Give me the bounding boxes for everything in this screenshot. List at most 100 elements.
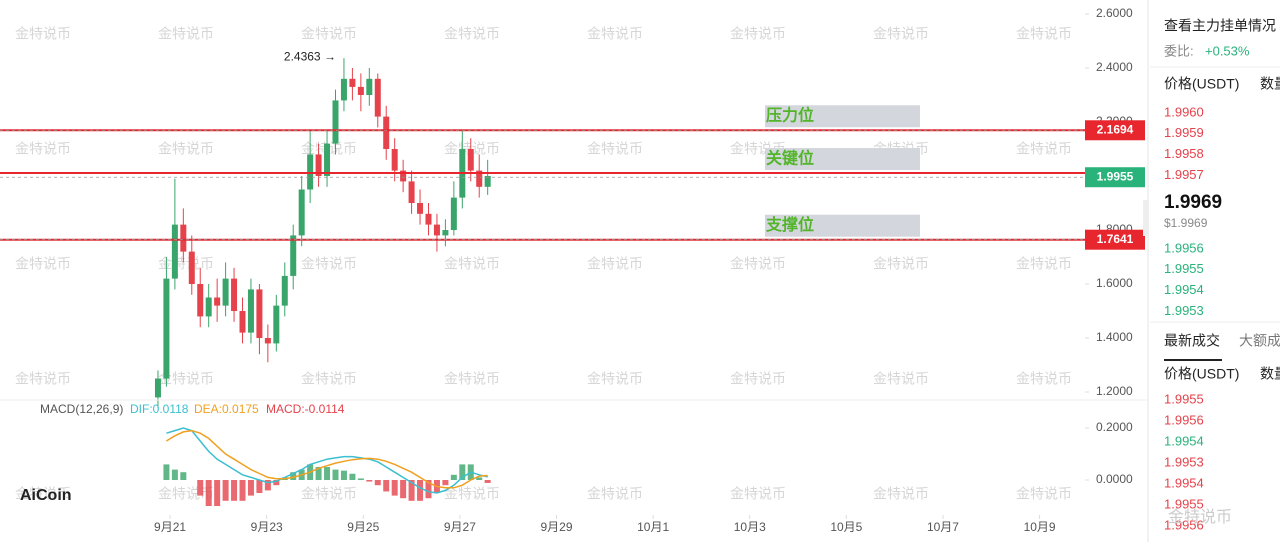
macd-bar xyxy=(450,474,457,481)
candle-body xyxy=(484,176,491,187)
candle-body xyxy=(433,224,440,236)
macd-bar xyxy=(247,480,254,496)
candle xyxy=(391,138,398,182)
watermark: 金特说币 xyxy=(1016,26,1072,42)
ratio-value: +0.53% xyxy=(1205,43,1250,58)
price-tag-label: 1.9955 xyxy=(1097,169,1134,183)
candle-body xyxy=(231,278,238,312)
candle-body xyxy=(442,230,449,236)
macd-bar xyxy=(383,480,390,492)
tab[interactable]: 大额成交 xyxy=(1239,333,1280,349)
candle xyxy=(273,294,280,352)
watermark: 金特说币 xyxy=(15,141,71,157)
candle-body xyxy=(324,143,331,177)
chart: 1.20001.40001.60001.80002.00002.20002.40… xyxy=(0,6,1148,534)
watermark: 金特说币 xyxy=(301,371,357,387)
candle-body xyxy=(188,251,195,285)
watermark: 金特说币 xyxy=(158,141,214,157)
watermark: 金特说币 xyxy=(444,26,500,42)
macd-bar xyxy=(231,480,238,501)
candle-body xyxy=(366,78,373,96)
panel-title[interactable]: 查看主力挂单情况 xyxy=(1164,18,1276,34)
candle xyxy=(332,89,339,155)
macd-bar xyxy=(264,480,271,491)
candle xyxy=(154,370,161,409)
candle xyxy=(425,203,432,236)
candle-body xyxy=(400,170,407,182)
candle xyxy=(467,138,474,182)
macd-bar xyxy=(374,480,381,486)
candle-body xyxy=(340,78,347,101)
candle-body xyxy=(180,224,187,252)
candle xyxy=(408,170,415,214)
logo: AiCoin xyxy=(20,487,72,504)
candle xyxy=(163,257,170,387)
candle-body xyxy=(281,275,288,306)
macd-line xyxy=(166,427,488,494)
zone-box xyxy=(765,214,920,237)
candle xyxy=(239,297,246,344)
collapse-handle[interactable] xyxy=(1143,200,1149,236)
y-tick-label: 1.6000 xyxy=(1096,276,1133,290)
macd-bar xyxy=(442,480,449,486)
macd-bar xyxy=(197,480,204,496)
candle xyxy=(357,73,364,112)
macd-bar xyxy=(332,469,339,481)
y-tick-label: 0.2000 xyxy=(1096,420,1133,434)
trade-price: 1.9955 xyxy=(1164,391,1204,406)
y-tick-label: 0.0000 xyxy=(1096,472,1133,486)
ask-price: 1.9959 xyxy=(1164,125,1204,140)
candle-body xyxy=(332,100,339,144)
y-tick-label: 1.2000 xyxy=(1096,384,1133,398)
watermark: 金特说币 xyxy=(15,256,71,272)
x-tick-label: 10月1 xyxy=(637,520,669,534)
last-price: 1.9969 xyxy=(1164,192,1222,213)
candle xyxy=(383,105,390,160)
tab[interactable]: 最新成交 xyxy=(1164,333,1220,349)
macd-bar xyxy=(214,480,221,507)
macd-bar xyxy=(171,469,178,481)
price-tag-label: 1.7641 xyxy=(1097,232,1134,246)
trade-price: 1.9954 xyxy=(1164,475,1204,490)
watermark: 金特说币 xyxy=(873,486,929,502)
candle-body xyxy=(214,297,221,306)
legend-entry: MACD:-0.0114 xyxy=(266,402,345,416)
watermark: 金特说币 xyxy=(158,371,214,387)
price-tag xyxy=(1085,120,1145,141)
high-annotation: 2.4363 → xyxy=(284,49,336,63)
macd-bar xyxy=(315,467,322,481)
candle-body xyxy=(205,297,212,317)
x-tick-label: 10月3 xyxy=(734,520,766,534)
candle xyxy=(298,176,305,247)
watermark: 金特说币 xyxy=(444,141,500,157)
column-header: 价格(USDT) xyxy=(1164,76,1239,92)
candle xyxy=(264,324,271,363)
candle xyxy=(366,68,373,106)
macd-bar xyxy=(256,480,263,494)
watermark: 金特说币 xyxy=(1016,141,1072,157)
candle xyxy=(197,267,204,328)
watermark: 金特说币 xyxy=(301,486,357,502)
zone-box xyxy=(765,148,920,171)
x-tick-label: 10月7 xyxy=(927,520,959,534)
ask-price: 1.9957 xyxy=(1164,167,1204,182)
candle-body xyxy=(357,86,364,96)
candle xyxy=(307,130,314,204)
last-price-usd: $1.9969 xyxy=(1164,216,1208,230)
watermark: 金特说币 xyxy=(587,486,643,502)
watermark: 金特说币 xyxy=(587,141,643,157)
price-tag xyxy=(1085,229,1145,250)
macd-bar xyxy=(239,480,246,501)
x-tick-label: 9月27 xyxy=(444,520,476,534)
x-tick-label: 9月25 xyxy=(347,520,379,534)
bid-price: 1.9954 xyxy=(1164,282,1204,297)
zone-label: 压力位 xyxy=(766,105,814,124)
candle xyxy=(400,159,407,193)
x-tick-label: 9月23 xyxy=(251,520,283,534)
watermark: 金特说币 xyxy=(1016,371,1072,387)
candle xyxy=(205,284,212,328)
trade-price: 1.9956 xyxy=(1164,517,1204,532)
trade-price: 1.9953 xyxy=(1164,454,1204,469)
macd-bar xyxy=(340,470,347,481)
